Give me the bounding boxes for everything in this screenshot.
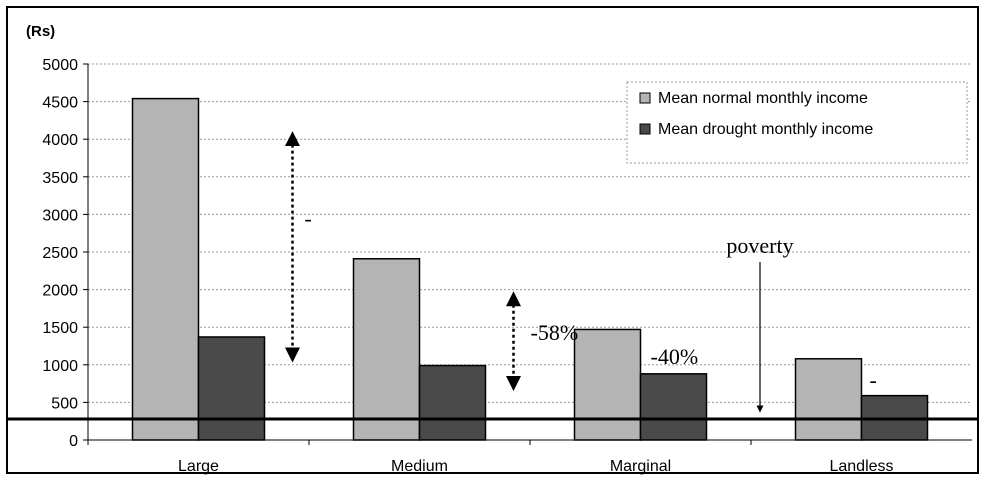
- bar-normal: [352, 258, 421, 441]
- legend-swatch-normal: [639, 92, 651, 104]
- y-tick-label: 1500: [42, 320, 78, 337]
- legend-label: Mean drought monthly income: [658, 121, 873, 138]
- legend-box: [626, 81, 968, 164]
- bar-normal: [131, 97, 200, 441]
- y-tick-label: 0: [69, 433, 78, 450]
- bar-drought: [639, 373, 708, 441]
- y-tick-label: 4000: [42, 132, 78, 149]
- y-tick-label: 3500: [42, 170, 78, 187]
- bar-normal: [573, 328, 642, 441]
- y-tick-label: 3000: [42, 207, 78, 224]
- change-annotation: -: [870, 368, 877, 393]
- change-annotation: -58%: [531, 320, 579, 345]
- y-tick-label: 1000: [42, 358, 78, 375]
- poverty-label: poverty: [726, 233, 793, 258]
- change-annotation: -: [305, 206, 312, 231]
- x-category-label: Landless: [829, 458, 893, 475]
- legend-swatch-drought: [639, 123, 651, 135]
- y-tick-label: 4500: [42, 95, 78, 112]
- x-category-label: Medium: [391, 458, 448, 475]
- x-category-label: Marginal: [610, 458, 671, 475]
- y-tick-label: 5000: [42, 57, 78, 74]
- legend-label: Mean normal monthly income: [658, 90, 868, 107]
- bar-normal: [794, 358, 863, 441]
- bar-drought: [418, 364, 487, 441]
- x-category-label: Large: [178, 458, 219, 475]
- y-tick-label: 2000: [42, 283, 78, 300]
- change-annotation: -40%: [651, 344, 699, 369]
- y-axis-unit-label: (Rs): [26, 23, 55, 40]
- bar-drought: [197, 336, 266, 441]
- y-tick-label: 2500: [42, 245, 78, 262]
- y-tick-label: 500: [51, 395, 78, 412]
